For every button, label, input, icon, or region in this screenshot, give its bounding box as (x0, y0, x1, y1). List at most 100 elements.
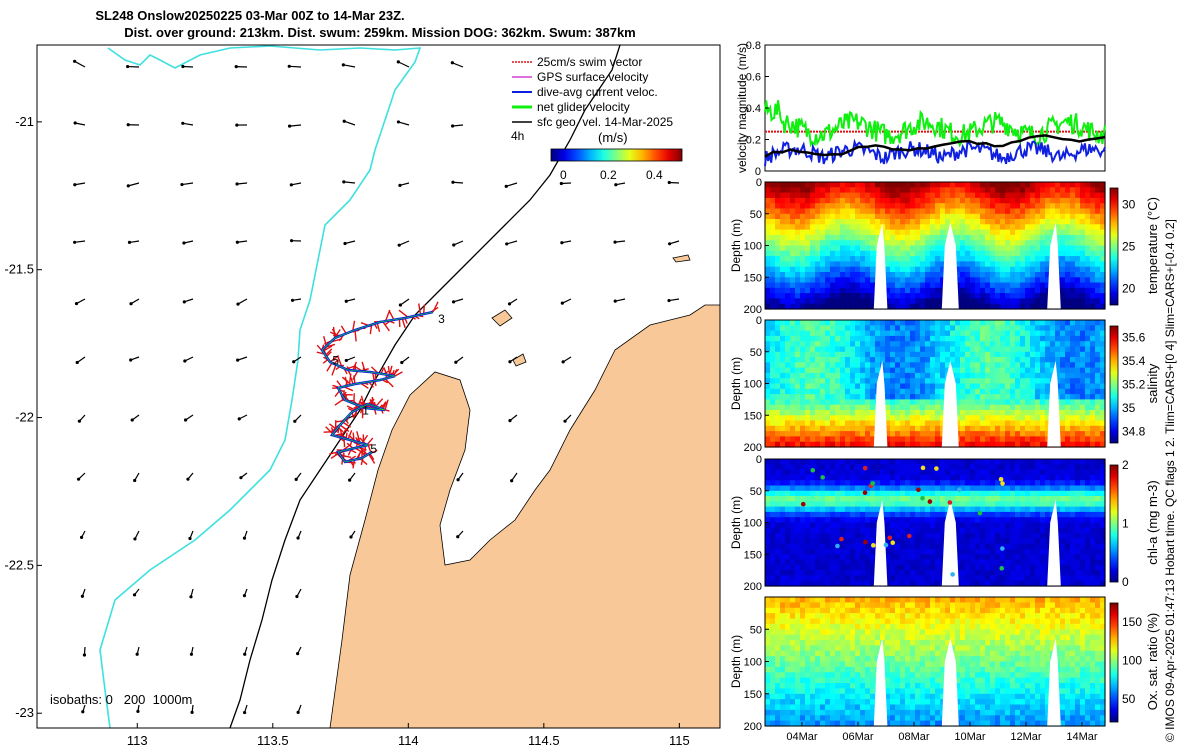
velocity-arrow-head (295, 594, 299, 599)
oxygen-cbar-tick-2: 150 (1122, 615, 1142, 629)
velocity-arrow-head (76, 477, 81, 481)
velocity-arrow (506, 182, 518, 187)
chl-outlier-dot (920, 465, 926, 471)
oxygen-cbar-tick-1: 100 (1122, 654, 1142, 668)
velocity-arrow (562, 298, 572, 304)
salinity-colorbar (1109, 325, 1119, 444)
velocity-arrow-head (349, 535, 353, 539)
velocity-arrow (182, 122, 194, 126)
map-colorbar-label: (m/s) (598, 130, 628, 145)
velocity-arrow-head (287, 124, 292, 128)
swim-vector (360, 395, 366, 406)
net-velocity-line (321, 311, 434, 463)
data-gap (873, 222, 888, 309)
data-gap (1047, 638, 1061, 726)
temperature-cbar-label: temperature (°C) (1145, 197, 1160, 294)
data-gap (873, 499, 888, 586)
velocity-arrow-head (182, 300, 186, 304)
chl-a-cbar-label: chl-a (mg m-3) (1145, 480, 1160, 565)
swim-vector (384, 399, 389, 411)
velocity-arrow-head (130, 418, 134, 422)
velocity-arrow-head (73, 59, 77, 63)
velocity-arrow (237, 240, 248, 243)
data-gap (873, 360, 888, 447)
velocity-arrow-head (73, 183, 77, 187)
oxygen-ytick-2: 150 (744, 689, 762, 701)
salinity-ytick-3: 150 (744, 410, 762, 422)
velocity-arrow-head (81, 710, 85, 714)
velocity-arrow-head (133, 537, 137, 541)
chl-a-ytick-2: 100 (744, 518, 762, 530)
velocity-arrow-head (348, 478, 352, 482)
velocity-arrow-head (561, 360, 565, 364)
velocity-arrow-head (344, 299, 348, 303)
velocity-arrow (343, 64, 356, 68)
map-ytick-2: -22 (15, 410, 34, 425)
map-xtick-3: 114.5 (528, 733, 560, 748)
legend-gps: GPS surface velocity (537, 70, 648, 84)
map-ytick-1: -21.5 (4, 262, 34, 277)
swim-vector (339, 424, 350, 432)
chl-outlier-dot (906, 533, 912, 539)
temperature-ytick-0: 0 (756, 177, 762, 189)
map-xtick-0: 113 (127, 733, 148, 748)
chl-outlier-dot (947, 500, 953, 505)
chl-a-panel: 0 50 100 150 200 Depth (m) 0 1 2 chl-a (mg m-3) (729, 454, 1160, 593)
swim-vector (350, 376, 354, 385)
velocity-arrow-head (133, 478, 137, 483)
chl-outlier-dot (950, 572, 955, 577)
legend-dive: dive-avg current veloc. (537, 85, 658, 99)
island (672, 254, 691, 263)
salinity-cbar-tick-1: 35 (1122, 401, 1136, 415)
velocity-arrow-head (135, 652, 139, 656)
legend-sub: 4h (511, 129, 524, 143)
chl-outlier-dot (835, 543, 840, 549)
velocity-arrow-head (505, 242, 509, 246)
salinity-ylabel: Depth (m) (729, 357, 743, 410)
velocity-arrow-head (183, 359, 187, 363)
chl-outlier-dot (863, 539, 868, 545)
swim-vector (332, 326, 336, 339)
velocity-ylabel: velocity magnitude (m/s) (735, 43, 749, 173)
credit-text: © IMOS 09-Apr-2025 01:47:13 Hobart time.… (1163, 219, 1177, 742)
velocity-arrow-head (507, 302, 512, 306)
velocity-arrow-head (73, 121, 77, 125)
velocity-arrow-head (129, 358, 133, 362)
swim-vector (334, 398, 345, 406)
swim-vector (343, 438, 346, 448)
waypoint-label-3: 5 (370, 442, 377, 456)
chl-outlier-dot (916, 487, 921, 493)
swim-vector (398, 309, 409, 318)
velocity-arrow-head (667, 180, 671, 185)
velocity-arrow-head (126, 123, 130, 127)
swim-vector (367, 444, 372, 453)
legend-swim: 25cm/s swim vector (537, 55, 642, 69)
velocity-arrow (76, 298, 86, 305)
velocity-arrow (668, 298, 680, 302)
velocity-arrow-head (451, 124, 455, 128)
time-xtick-5: 14Mar (1066, 731, 1098, 743)
swim-vector (353, 375, 356, 385)
velocity-arrow-head (668, 242, 672, 246)
salinity-ytick-4: 200 (744, 442, 762, 454)
swim-vector (337, 356, 343, 368)
velocity-arrow (343, 181, 356, 184)
velocity-arrow-head (667, 298, 671, 303)
temperature-cbar-tick-2: 30 (1122, 198, 1136, 212)
map-y-ticks: -21 -21.5 -22 -22.5 -23 (4, 114, 42, 720)
net-velocity-series (764, 100, 1106, 148)
velocity-arrow-head (181, 121, 185, 125)
velocity-arrow-head (243, 710, 247, 715)
chl-outlier-dot (927, 499, 933, 504)
chl-outlier-dot (820, 475, 825, 480)
swim-vector (340, 325, 347, 334)
velocity-arrow-head (188, 536, 192, 541)
velocity-arrow (506, 240, 518, 245)
velocity-arrow-head (613, 240, 617, 244)
velocity-arrow-head (235, 123, 239, 127)
isobaths-label: isobaths: 0 200 1000m (50, 692, 192, 707)
chl-outlier-dot (862, 465, 868, 471)
velocity-arrow (452, 181, 464, 184)
velocity-arrow (74, 240, 86, 243)
